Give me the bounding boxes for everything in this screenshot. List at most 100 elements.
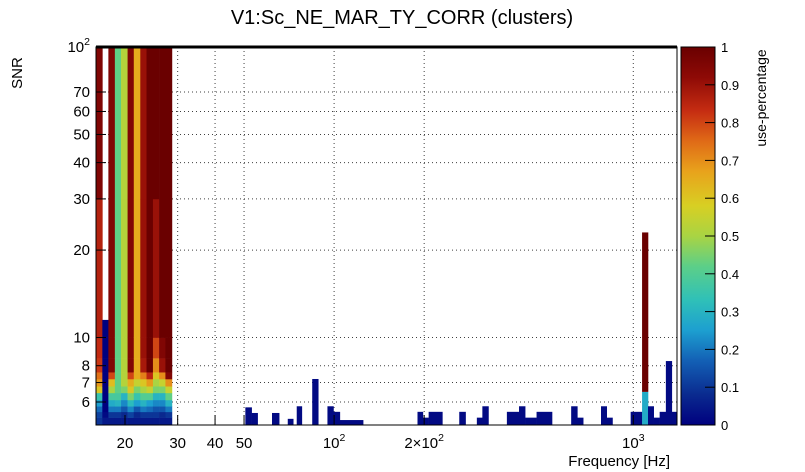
heat-cell	[140, 406, 147, 413]
heat-cell	[121, 406, 128, 413]
heat-cell	[121, 392, 128, 401]
heat-cell	[152, 411, 160, 418]
heat-cell	[127, 406, 135, 413]
y-tick-label-7: 50	[73, 126, 90, 143]
heat-cell	[152, 406, 160, 413]
heat-cell	[140, 386, 147, 394]
cluster-bar	[245, 407, 252, 425]
heat-cell	[127, 392, 135, 401]
x-tick-label-3: 50	[236, 435, 253, 452]
heatmap-cells	[96, 47, 678, 426]
heat-cell	[96, 198, 103, 338]
heat-cell	[108, 372, 116, 380]
cluster-bar	[630, 411, 643, 425]
heat-cell	[133, 411, 141, 418]
heat-cell	[127, 399, 135, 407]
heat-cell	[96, 406, 103, 413]
heat-cell	[165, 417, 173, 426]
heat-cell	[121, 337, 128, 359]
cluster-bar	[642, 391, 649, 425]
colorbar-tick-label-8: 0.8	[721, 116, 739, 131]
heat-cell	[114, 47, 122, 200]
colorbar-tick-label-4: 0.4	[721, 267, 739, 282]
heat-cell	[159, 392, 166, 401]
heat-cell	[133, 399, 141, 407]
cluster-bar	[577, 417, 584, 425]
heat-cell	[146, 47, 154, 200]
heat-cell	[159, 337, 166, 359]
heat-cell	[146, 399, 154, 407]
cluster-bar	[476, 417, 483, 425]
cluster-bar	[665, 361, 673, 425]
cluster-bar	[422, 417, 429, 425]
heat-cell	[108, 406, 116, 413]
cluster-bar	[606, 417, 613, 425]
colorbar-tick-label-10: 1	[721, 40, 728, 55]
y-tick-label-0: 6	[82, 394, 90, 411]
heat-cell	[96, 392, 103, 401]
colorbar-tick-label-0: 0	[721, 418, 728, 433]
heat-cell	[102, 417, 109, 426]
heat-cell	[96, 337, 103, 359]
heat-cell	[165, 378, 173, 387]
heat-cell	[127, 372, 135, 380]
x-axis-ticks: 20 30 40 50 102 2×102 103	[117, 415, 645, 452]
heat-cell	[114, 399, 122, 407]
heat-cell	[127, 378, 135, 387]
y-axis-ticks: 6 78 10 20 30 40 50 60 70 102	[67, 36, 106, 411]
cluster-bar	[312, 378, 319, 425]
heat-cell	[102, 337, 109, 359]
heat-cell	[102, 399, 109, 407]
heat-cell	[102, 386, 109, 394]
heat-cell	[146, 372, 154, 380]
heat-cell	[140, 358, 147, 373]
heat-cell	[165, 411, 173, 418]
heat-cell	[159, 399, 166, 407]
heat-cell	[96, 372, 103, 380]
heat-cell	[108, 47, 116, 200]
heat-cell	[121, 386, 128, 394]
heat-cell	[114, 358, 122, 373]
heat-cell	[102, 392, 109, 401]
heat-cell	[127, 411, 135, 418]
colorbar-tick-label-9: 0.9	[721, 78, 739, 93]
x-tick-label-5: 2×102	[404, 432, 444, 452]
cluster-bar	[459, 411, 466, 425]
heat-cell	[159, 378, 166, 387]
heat-cell	[159, 411, 166, 418]
heat-cell	[121, 399, 128, 407]
y-tick-label-4: 20	[73, 242, 90, 259]
heat-cell	[102, 319, 109, 338]
y-tick-label-3: 10	[73, 330, 90, 347]
heat-cell	[146, 378, 154, 387]
heat-cell	[114, 411, 122, 418]
cluster-bar	[648, 406, 654, 425]
heat-cell	[121, 411, 128, 418]
heat-cell	[114, 198, 122, 338]
heat-cell	[159, 358, 166, 373]
cluster-bar	[671, 411, 678, 425]
cluster-bar	[482, 406, 489, 425]
heat-cell	[165, 392, 173, 401]
heat-cell	[133, 392, 141, 401]
heat-cell	[165, 372, 173, 380]
cluster-bar	[339, 420, 364, 425]
heat-cell	[96, 386, 103, 394]
heat-cell	[152, 417, 160, 426]
x-tick-label-6: 103	[622, 432, 645, 452]
heat-cell	[96, 411, 103, 418]
heat-cell	[159, 406, 166, 413]
heat-cell	[146, 337, 154, 359]
heat-cell	[133, 337, 141, 359]
cluster-bar	[653, 417, 660, 425]
heat-cell	[114, 337, 122, 359]
heat-cell	[102, 411, 109, 418]
heat-cell	[152, 372, 160, 380]
heat-cell	[146, 417, 154, 426]
cluster-bar	[525, 417, 537, 425]
heat-cell	[165, 399, 173, 407]
cluster-bar	[642, 232, 649, 392]
plot-frame	[95, 46, 678, 426]
cluster-bar	[428, 411, 443, 425]
